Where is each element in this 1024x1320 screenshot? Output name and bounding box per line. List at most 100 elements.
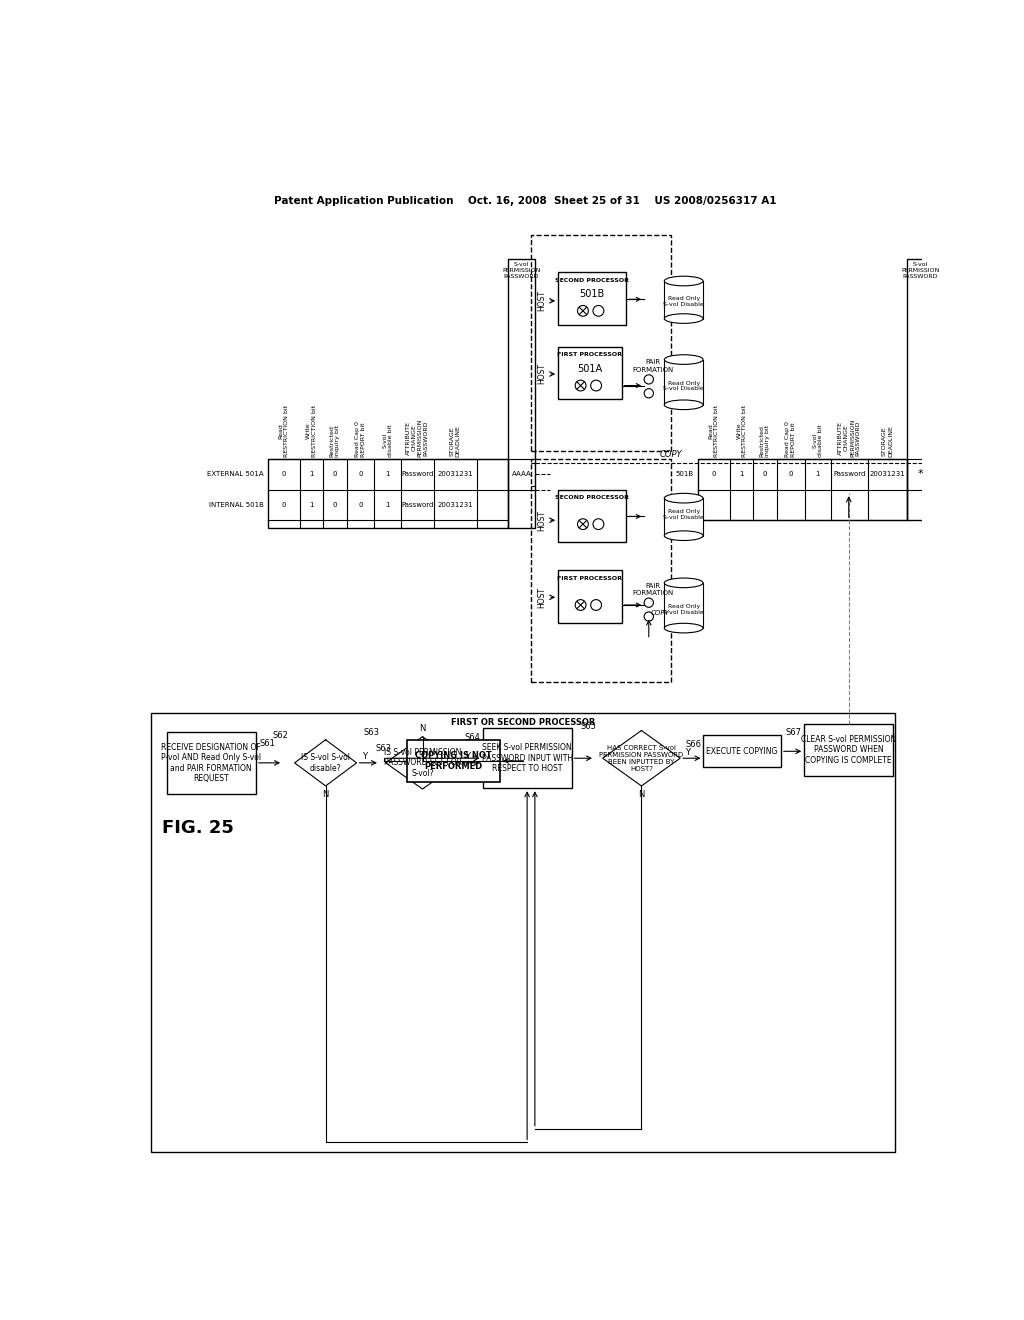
Text: S-vol
PERMISSION
PASSWORD: S-vol PERMISSION PASSWORD	[901, 263, 940, 279]
Text: 1: 1	[385, 471, 390, 477]
Text: S-vol
disable bit: S-vol disable bit	[382, 425, 393, 457]
Text: HOST: HOST	[538, 290, 547, 312]
Ellipse shape	[665, 276, 703, 286]
Ellipse shape	[665, 494, 703, 503]
Text: S-vol
disable bit: S-vol disable bit	[812, 425, 823, 457]
Text: EXECUTE COPYING: EXECUTE COPYING	[707, 747, 778, 756]
Text: AAAA: AAAA	[511, 471, 531, 477]
Bar	[804, 723, 893, 776]
Text: 1: 1	[739, 471, 744, 477]
Bar	[558, 272, 627, 325]
Text: Patent Application Publication    Oct. 16, 2008  Sheet 25 of 31    US 2008/02563: Patent Application Publication Oct. 16, …	[273, 195, 776, 206]
Text: SECOND PROCESSOR: SECOND PROCESSOR	[555, 277, 629, 282]
Text: N: N	[323, 789, 329, 799]
Bar	[407, 739, 500, 781]
Text: Password: Password	[834, 471, 865, 477]
Text: STORAGE
DEADLINE: STORAGE DEADLINE	[450, 425, 461, 457]
Ellipse shape	[665, 314, 703, 323]
Text: Read Only
S-vol Disable: Read Only S-vol Disable	[664, 603, 705, 615]
Text: HAS CORRECT S-vol
PERMISSION PASSWORD
BEEN INPUTTED BY
HOST?: HAS CORRECT S-vol PERMISSION PASSWORD BE…	[599, 744, 684, 772]
Text: S63: S63	[364, 729, 380, 738]
Text: SECOND PROCESSOR: SECOND PROCESSOR	[555, 495, 629, 500]
Text: FORMATION: FORMATION	[632, 590, 674, 597]
Text: S66: S66	[685, 741, 701, 748]
Text: INTERNAL 501B: INTERNAL 501B	[209, 502, 263, 508]
Text: Read
RESTRICTION bit: Read RESTRICTION bit	[279, 405, 289, 457]
Text: Write
RESTRICTION bit: Write RESTRICTION bit	[306, 405, 317, 457]
Bar	[152, 713, 895, 1151]
Text: 0: 0	[763, 471, 767, 477]
Ellipse shape	[665, 623, 703, 632]
Text: IS S-vol PERMISSION
PASSWORD SET FOR
S-vol?: IS S-vol PERMISSION PASSWORD SET FOR S-v…	[384, 748, 462, 777]
Text: S65: S65	[581, 722, 597, 731]
Bar	[482, 729, 571, 788]
Text: S62: S62	[272, 731, 289, 741]
Text: Password: Password	[401, 471, 433, 477]
Bar	[558, 347, 622, 400]
Text: Y: Y	[361, 752, 367, 762]
Bar	[167, 733, 256, 793]
Text: Y: Y	[685, 747, 690, 756]
Text: 0: 0	[788, 471, 793, 477]
Text: 1: 1	[815, 471, 820, 477]
Text: 0: 0	[282, 502, 286, 508]
Text: COPYING IS NOT
PERFORMED: COPYING IS NOT PERFORMED	[415, 751, 492, 771]
Text: 0: 0	[712, 471, 716, 477]
Text: HOST: HOST	[538, 587, 547, 607]
Ellipse shape	[665, 578, 703, 587]
Text: S-vol
PERMISSION
PASSWORD: S-vol PERMISSION PASSWORD	[502, 263, 541, 279]
Text: EXTERNAL 501A: EXTERNAL 501A	[207, 471, 263, 477]
Text: 20031231: 20031231	[437, 471, 473, 477]
Text: Read Only
S-vol Disable: Read Only S-vol Disable	[664, 380, 705, 391]
Text: Restricted
inquiry bit: Restricted inquiry bit	[330, 425, 340, 457]
Text: Read Only
S-vol Disable: Read Only S-vol Disable	[664, 510, 705, 520]
Text: 501A: 501A	[578, 363, 602, 374]
Text: N: N	[638, 789, 645, 799]
Text: Read Only
S-vol Disable: Read Only S-vol Disable	[664, 296, 705, 306]
Bar	[531, 459, 671, 682]
Text: S64: S64	[464, 733, 480, 742]
Text: 20031231: 20031231	[437, 502, 473, 508]
Text: FORMATION: FORMATION	[632, 367, 674, 374]
Bar	[697, 459, 907, 520]
Text: ATTRIBUTE
CHANGE
PERMISSION
PASSWORD: ATTRIBUTE CHANGE PERMISSION PASSWORD	[407, 418, 429, 457]
Text: HOST: HOST	[538, 363, 547, 384]
Text: Y: Y	[465, 752, 470, 762]
Text: S61: S61	[260, 739, 275, 748]
Bar	[665, 498, 703, 536]
Ellipse shape	[665, 355, 703, 364]
Bar	[531, 235, 671, 451]
Text: STORAGE
DEADLINE: STORAGE DEADLINE	[882, 425, 893, 457]
Text: FIRST PROCESSOR: FIRST PROCESSOR	[557, 352, 623, 358]
Bar	[665, 583, 703, 628]
Text: 0: 0	[282, 471, 286, 477]
Bar	[267, 459, 508, 528]
Text: 0: 0	[358, 502, 362, 508]
Text: FIRST PROCESSOR: FIRST PROCESSOR	[557, 576, 623, 581]
Text: 0: 0	[358, 471, 362, 477]
Text: ATTRIBUTE
CHANGE
PERMISSION
PASSWORD: ATTRIBUTE CHANGE PERMISSION PASSWORD	[839, 418, 861, 457]
Bar	[508, 259, 535, 528]
Text: IS S-vol S-vol
disable?: IS S-vol S-vol disable?	[301, 754, 350, 772]
Text: CLEAR S-vol PERMISSION
PASSWORD WHEN
COPYING IS COMPLETE: CLEAR S-vol PERMISSION PASSWORD WHEN COP…	[801, 735, 896, 764]
Text: 501B: 501B	[676, 471, 693, 477]
Ellipse shape	[665, 400, 703, 409]
Text: Write
RESTRICTION bit: Write RESTRICTION bit	[736, 405, 748, 457]
Bar	[665, 359, 703, 405]
Text: SEEK S-vol PERMISSION
PASSWORD INPUT WITH
RESPECT TO HOST: SEEK S-vol PERMISSION PASSWORD INPUT WIT…	[481, 743, 572, 774]
Text: FIRST OR SECOND PROCESSOR: FIRST OR SECOND PROCESSOR	[451, 718, 595, 726]
Text: 501B: 501B	[580, 289, 605, 298]
Bar	[665, 281, 703, 318]
Text: S63: S63	[376, 744, 392, 754]
Text: FIG. 25: FIG. 25	[162, 820, 233, 837]
Text: Read
RESTRICTION bit: Read RESTRICTION bit	[709, 405, 719, 457]
Text: Restricted
inquiry bit: Restricted inquiry bit	[760, 425, 770, 457]
Text: 1: 1	[309, 471, 314, 477]
Text: Read Cap 0
REPORT bit: Read Cap 0 REPORT bit	[785, 421, 796, 457]
Bar	[907, 259, 934, 520]
Text: Read Cap 0
REPORT bit: Read Cap 0 REPORT bit	[355, 421, 366, 457]
Text: N: N	[419, 723, 426, 733]
Text: 1: 1	[385, 502, 390, 508]
Text: HOST: HOST	[538, 510, 547, 531]
Ellipse shape	[665, 531, 703, 540]
